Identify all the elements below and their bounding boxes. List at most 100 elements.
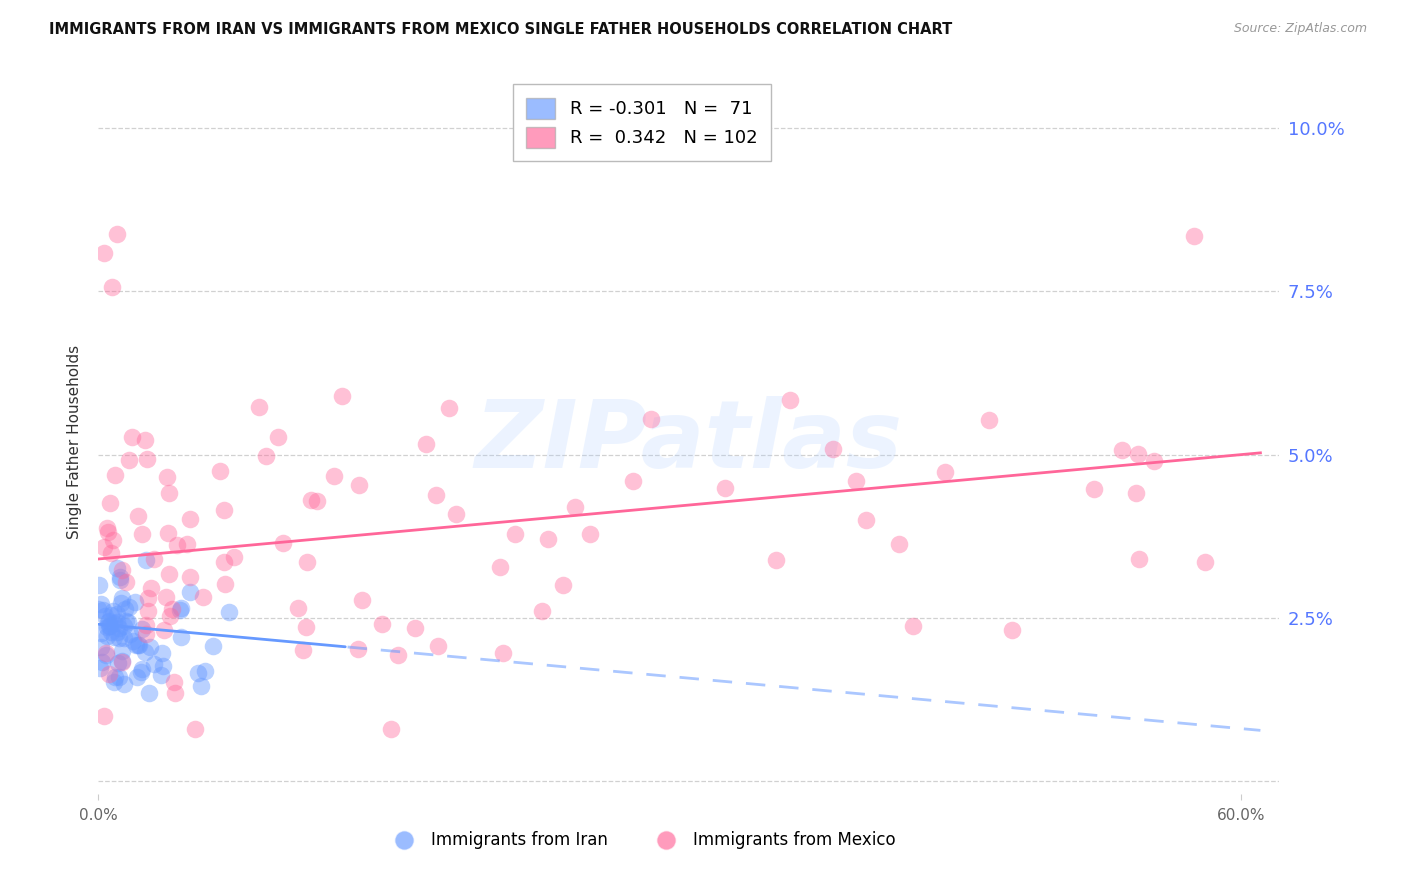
- Point: [579, 526, 602, 541]
- Point: [295, 620, 318, 634]
- Point: [93, 709, 115, 723]
- Point: [222, 550, 245, 565]
- Point: [101, 280, 124, 294]
- Point: [129, 665, 152, 679]
- Point: [855, 513, 877, 527]
- Point: [165, 686, 187, 700]
- Point: [98, 615, 121, 629]
- Point: [159, 608, 181, 623]
- Point: [934, 465, 956, 479]
- Point: [176, 536, 198, 550]
- Point: [157, 526, 180, 541]
- Point: [122, 633, 145, 648]
- Point: [247, 400, 270, 414]
- Point: [350, 593, 373, 607]
- Y-axis label: Single Father Households: Single Father Households: [67, 344, 83, 539]
- Point: [553, 577, 575, 591]
- Point: [1125, 486, 1147, 500]
- Point: [287, 600, 309, 615]
- Point: [977, 413, 1000, 427]
- Point: [169, 603, 191, 617]
- Point: [208, 464, 231, 478]
- Point: [110, 591, 132, 606]
- Point: [97, 615, 120, 629]
- Point: [134, 433, 156, 447]
- Point: [135, 627, 157, 641]
- Point: [108, 570, 131, 584]
- Point: [121, 430, 143, 444]
- Text: IMMIGRANTS FROM IRAN VS IMMIGRANTS FROM MEXICO SINGLE FATHER HOUSEHOLDS CORRELAT: IMMIGRANTS FROM IRAN VS IMMIGRANTS FROM …: [49, 22, 952, 37]
- Point: [117, 615, 139, 630]
- Point: [531, 605, 554, 619]
- Point: [105, 625, 128, 640]
- Point: [1000, 624, 1022, 638]
- Point: [212, 555, 235, 569]
- Point: [297, 555, 319, 569]
- Point: [105, 227, 128, 241]
- Point: [111, 644, 134, 658]
- Point: [101, 533, 124, 548]
- Point: [621, 474, 644, 488]
- Point: [202, 640, 225, 654]
- Point: [93, 246, 115, 260]
- Point: [1083, 482, 1105, 496]
- Point: [332, 389, 354, 403]
- Point: [131, 527, 153, 541]
- Point: [89, 578, 111, 592]
- Point: [90, 626, 112, 640]
- Point: [152, 659, 174, 673]
- Point: [160, 602, 183, 616]
- Point: [90, 655, 112, 669]
- Point: [87, 602, 110, 616]
- Point: [103, 616, 125, 631]
- Text: ZIPatlas: ZIPatlas: [475, 395, 903, 488]
- Point: [97, 525, 120, 540]
- Point: [108, 621, 131, 635]
- Point: [322, 468, 344, 483]
- Point: [139, 582, 162, 596]
- Point: [139, 640, 162, 654]
- Point: [371, 617, 394, 632]
- Point: [191, 591, 214, 605]
- Point: [93, 540, 115, 554]
- Point: [103, 630, 125, 644]
- Point: [155, 590, 177, 604]
- Point: [1126, 447, 1149, 461]
- Point: [169, 601, 191, 615]
- Point: [115, 575, 138, 590]
- Point: [503, 527, 526, 541]
- Point: [153, 624, 176, 638]
- Point: [110, 597, 132, 611]
- Point: [380, 722, 402, 736]
- Point: [214, 577, 236, 591]
- Point: [96, 646, 118, 660]
- Point: [267, 429, 290, 443]
- Point: [347, 477, 370, 491]
- Point: [112, 632, 135, 646]
- Point: [114, 615, 136, 629]
- Point: [118, 599, 141, 614]
- Point: [425, 488, 447, 502]
- Point: [346, 642, 368, 657]
- Point: [187, 665, 209, 680]
- Point: [100, 546, 122, 560]
- Point: [1194, 555, 1216, 569]
- Point: [90, 640, 112, 655]
- Point: [427, 640, 450, 654]
- Point: [107, 607, 129, 622]
- Point: [1143, 454, 1166, 468]
- Point: [125, 638, 148, 652]
- Point: [105, 561, 128, 575]
- Point: [887, 536, 910, 550]
- Point: [136, 604, 159, 618]
- Point: [103, 674, 125, 689]
- Point: [138, 591, 160, 606]
- Point: [194, 664, 217, 678]
- Point: [112, 619, 135, 633]
- Point: [98, 619, 121, 633]
- Point: [292, 643, 315, 657]
- Point: [100, 608, 122, 623]
- Point: [714, 481, 737, 495]
- Point: [104, 670, 127, 684]
- Point: [138, 686, 160, 700]
